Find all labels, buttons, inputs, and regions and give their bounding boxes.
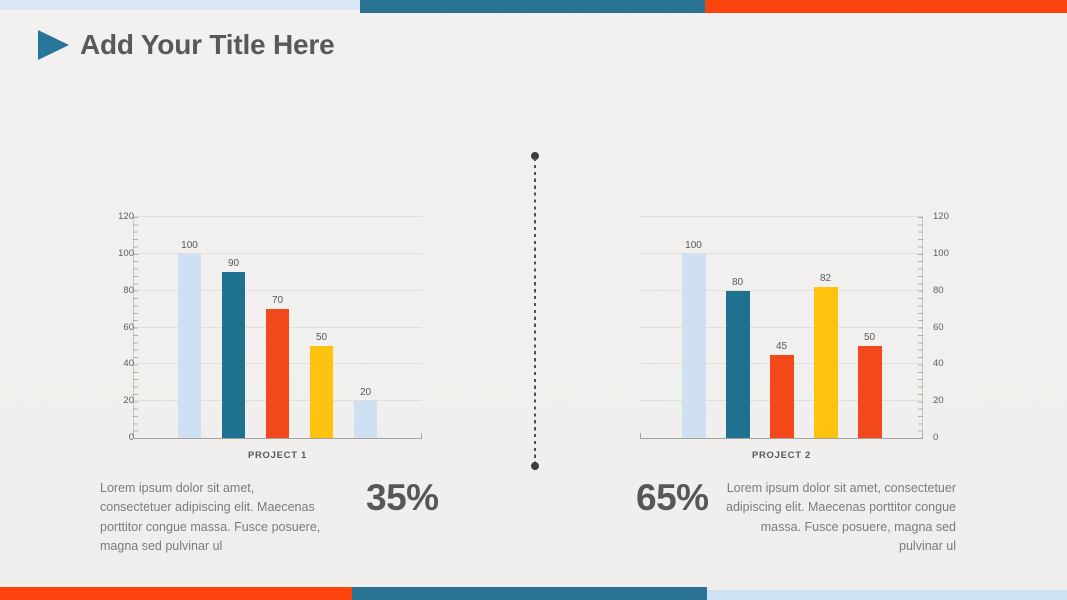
plot-area: 100 90 70 50 20 xyxy=(133,216,422,439)
y-tick-label: 100 xyxy=(933,247,949,259)
bottom-bar-segment-teal xyxy=(352,587,707,600)
bar-group: 45 xyxy=(769,341,794,438)
bar xyxy=(769,355,794,438)
x-axis-label: PROJECT 1 xyxy=(247,450,308,461)
bottom-bar-segment-lightblue xyxy=(707,590,1067,600)
header: Add Your Title Here xyxy=(38,29,335,61)
y-axis-labels: 0 20 40 60 80 100 120 xyxy=(933,211,955,443)
divider-line xyxy=(534,158,536,464)
gridline xyxy=(133,216,422,217)
bar-data-label: 50 xyxy=(863,331,876,343)
bar-group: 100 xyxy=(681,239,706,438)
top-bar-segment-teal xyxy=(360,0,705,13)
bar-data-label: 90 xyxy=(227,258,240,270)
description-line: Lorem ipsum dolor sit amet, consectetuer xyxy=(726,481,956,495)
percent-left: 35% xyxy=(366,477,439,518)
bar-data-label: 80 xyxy=(731,276,744,288)
gridline xyxy=(133,289,422,291)
bar-data-label: 45 xyxy=(775,341,788,353)
bar-group: 20 xyxy=(354,387,377,438)
divider-dot-top xyxy=(531,152,539,160)
bar-group: 70 xyxy=(266,295,289,438)
vertical-dotted-divider xyxy=(531,152,539,470)
percent-right: 65% xyxy=(636,477,709,518)
y-tick-label: 20 xyxy=(933,395,944,407)
bar xyxy=(354,401,377,438)
y-axis-minor-ticks xyxy=(918,217,923,438)
x-axis-label: PROJECT 2 xyxy=(751,450,812,461)
y-tick-label: 60 xyxy=(933,321,944,333)
description-line: magna sed pulvinar ul xyxy=(100,538,223,553)
gridline xyxy=(640,216,923,217)
bar-chart-project-1: 0 20 40 60 80 100 120 100 90 70 50 20 PROJECT 1 xyxy=(112,211,442,466)
y-tick-label: 80 xyxy=(933,284,944,296)
description-right: Lorem ipsum dolor sit amet, consectetuer… xyxy=(712,479,956,556)
bar xyxy=(681,253,706,438)
divider-dot-bottom xyxy=(531,462,539,470)
bottom-bar-segment-orange xyxy=(0,587,352,600)
description-line: Lorem ipsum dolor sit amet, xyxy=(100,481,255,495)
bar-group: 82 xyxy=(813,272,838,438)
y-tick-label: 80 xyxy=(123,284,134,296)
gridline xyxy=(640,326,923,328)
bar-group: 90 xyxy=(222,258,245,438)
y-tick-label: 0 xyxy=(933,432,939,443)
y-tick-label: 0 xyxy=(128,432,134,443)
gridline xyxy=(133,252,422,254)
plot-area: 100 80 45 82 50 xyxy=(640,216,923,439)
y-axis-minor-ticks xyxy=(133,217,138,438)
description-line: porttitor congue massa. Fusce posuere, xyxy=(100,519,321,534)
y-tick-label: 100 xyxy=(118,247,134,259)
bar xyxy=(813,286,838,438)
y-tick-label: 60 xyxy=(123,321,134,333)
bar-chart-project-2: 100 80 45 82 50 0 20 40 60 80 100 120 PROJECT 2 xyxy=(640,211,970,466)
y-tick-label: 120 xyxy=(933,211,949,222)
y-tick-label: 40 xyxy=(123,358,134,370)
bar xyxy=(178,253,201,438)
bar-data-label: 82 xyxy=(819,272,832,284)
gridline xyxy=(640,289,923,291)
bar-data-label: 70 xyxy=(271,295,284,307)
bar-group: 100 xyxy=(178,240,201,438)
y-axis-labels: 0 20 40 60 80 100 120 xyxy=(112,211,134,443)
bar-group: 50 xyxy=(310,332,333,438)
bars: 100 90 70 50 20 xyxy=(133,217,422,438)
description-line: massa. Fusce posuere, magna sed xyxy=(760,519,956,534)
description-line: consectetuer adipiscing elit. Maecenas xyxy=(100,500,315,515)
y-tick-label: 40 xyxy=(933,358,944,370)
bar xyxy=(857,345,882,438)
bar xyxy=(266,309,289,438)
triangle-bullet-icon xyxy=(38,30,69,60)
description-line: pulvinar ul xyxy=(899,538,956,553)
bar xyxy=(222,272,245,438)
bar-group: 80 xyxy=(725,276,750,438)
bars: 100 80 45 82 50 xyxy=(640,217,923,438)
bar-data-label: 100 xyxy=(685,239,702,251)
description-left: Lorem ipsum dolor sit amet, consectetuer… xyxy=(100,479,352,556)
y-tick-label: 20 xyxy=(123,395,134,407)
bar-group: 50 xyxy=(857,331,882,438)
top-bar-segment-lightblue xyxy=(0,0,360,10)
bar-data-label: 100 xyxy=(181,239,198,251)
description-line: adipiscing elit. Maecenas porttitor cong… xyxy=(726,500,956,515)
bar xyxy=(310,345,333,438)
gridline xyxy=(640,252,923,254)
y-tick-label: 120 xyxy=(118,211,134,222)
bar-data-label: 20 xyxy=(359,387,372,399)
bar-data-label: 50 xyxy=(315,331,328,343)
top-bar-segment-orange xyxy=(705,0,1067,13)
bar xyxy=(725,290,750,438)
page-title: Add Your Title Here xyxy=(80,29,335,60)
